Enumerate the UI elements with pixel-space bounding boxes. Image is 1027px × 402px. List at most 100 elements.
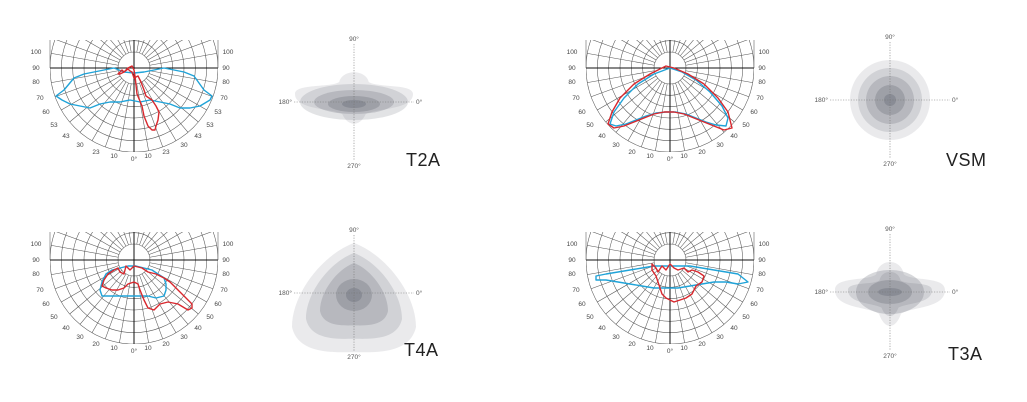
iso-label-0: 0° [952, 288, 959, 296]
angle-label-left: 20 [628, 341, 636, 348]
angle-label-top-right: 100 [759, 241, 770, 248]
iso-label-0: 0° [416, 98, 423, 106]
angle-label-right: 80 [222, 79, 230, 86]
intensity-curve-red [101, 265, 193, 311]
intensity-curve-red [117, 65, 160, 131]
angle-label-right: 60 [750, 109, 758, 116]
angle-label-right: 90 [758, 65, 766, 72]
angle-label-right: 40 [194, 325, 202, 332]
angle-label-top-left: 100 [567, 49, 578, 56]
angle-label-left: 80 [568, 79, 576, 86]
intensity-curve-blue [55, 67, 213, 109]
angle-label-left: 23 [92, 149, 100, 156]
angle-label-left: 80 [32, 271, 40, 278]
angle-label-right: 30 [716, 142, 724, 149]
angle-label-right: 80 [222, 271, 230, 278]
angle-label-left: 30 [76, 142, 84, 149]
angle-label-left: 90 [568, 257, 576, 264]
angle-label-right: 30 [716, 334, 724, 341]
angle-label-left: 20 [628, 149, 636, 156]
iso-label-90: 90° [349, 226, 359, 234]
angle-label-right: 50 [742, 122, 750, 129]
iso-label-270: 270° [347, 353, 361, 361]
angle-label-left: 80 [568, 271, 576, 278]
angle-label-left: 10 [110, 153, 118, 160]
iso-contour [295, 72, 413, 124]
angle-label-right: 70 [756, 95, 764, 102]
iso-label-270: 270° [347, 162, 361, 170]
angle-label-right: 10 [680, 153, 688, 160]
angle-label-right: 23 [162, 149, 170, 156]
angle-label-right: 30 [180, 142, 188, 149]
angle-label-left: 40 [62, 325, 70, 332]
angle-label-right: 20 [698, 341, 706, 348]
polar-grid [585, 232, 755, 344]
polar-grid [49, 40, 219, 152]
iso-label-180: 180° [279, 98, 293, 106]
angle-label-left: 70 [572, 287, 580, 294]
angle-label-right: 50 [206, 314, 214, 321]
angle-label-right: 20 [698, 149, 706, 156]
polar-grid [49, 232, 219, 344]
angle-label-right: 90 [222, 257, 230, 264]
angle-label-right: 53 [206, 122, 214, 129]
angle-label-left: 50 [586, 122, 594, 129]
angle-label-right: 20 [162, 341, 170, 348]
distribution-code-label: T4A [404, 340, 439, 360]
angle-label-top-left: 100 [567, 241, 578, 248]
angle-label-left: 10 [646, 345, 654, 352]
iso-illuminance-plot: 90° 180° 0° 270° [279, 35, 423, 170]
angle-label-left: 30 [612, 334, 620, 341]
angle-label-left: 60 [42, 109, 50, 116]
angle-label-right: 70 [220, 95, 228, 102]
angle-label-left: 50 [586, 314, 594, 321]
angle-label-left: 70 [36, 287, 44, 294]
angle-label-right: 50 [742, 314, 750, 321]
angle-label-left: 0° [131, 155, 138, 163]
angle-label-left: 80 [32, 79, 40, 86]
angle-label-top-right: 100 [759, 49, 770, 56]
iso-label-90: 90° [885, 225, 895, 233]
angle-label-left: 60 [578, 109, 586, 116]
angle-label-left: 10 [110, 345, 118, 352]
angle-label-left: 0° [667, 347, 674, 355]
angle-label-left: 40 [598, 325, 606, 332]
angle-label-right: 10 [144, 153, 152, 160]
angle-label-right: 43 [194, 133, 202, 140]
angle-label-left: 30 [76, 334, 84, 341]
angle-label-right: 70 [756, 287, 764, 294]
angle-label-right: 10 [144, 345, 152, 352]
distribution-code-label: VSM [946, 150, 987, 170]
angle-label-right: 30 [180, 334, 188, 341]
angle-label-left: 70 [36, 95, 44, 102]
iso-label-0: 0° [416, 289, 423, 297]
iso-label-180: 180° [279, 289, 293, 297]
angle-label-left: 0° [667, 155, 674, 163]
distribution-code-label: T3A [948, 344, 983, 364]
angle-label-left: 50 [50, 314, 58, 321]
iso-illuminance-plot: 90° 180° 0° 270° [815, 225, 959, 360]
intensity-curve-red [651, 263, 705, 303]
angle-label-right: 80 [758, 79, 766, 86]
angle-label-right: 80 [758, 271, 766, 278]
angle-label-top-right: 100 [223, 49, 234, 56]
angle-label-left: 60 [578, 301, 586, 308]
iso-illuminance-plot: 90° 180° 0° 270° [279, 226, 423, 361]
angle-label-left: 10 [646, 153, 654, 160]
angle-label-left: 0° [131, 347, 138, 355]
iso-illuminance-plot: 90° 180° 0° 270° [815, 33, 959, 168]
angle-label-left: 70 [572, 95, 580, 102]
angle-label-left: 20 [92, 341, 100, 348]
angle-label-right: 10 [680, 345, 688, 352]
angle-label-right: 90 [222, 65, 230, 72]
angle-label-left: 90 [32, 257, 40, 264]
iso-label-90: 90° [349, 35, 359, 43]
